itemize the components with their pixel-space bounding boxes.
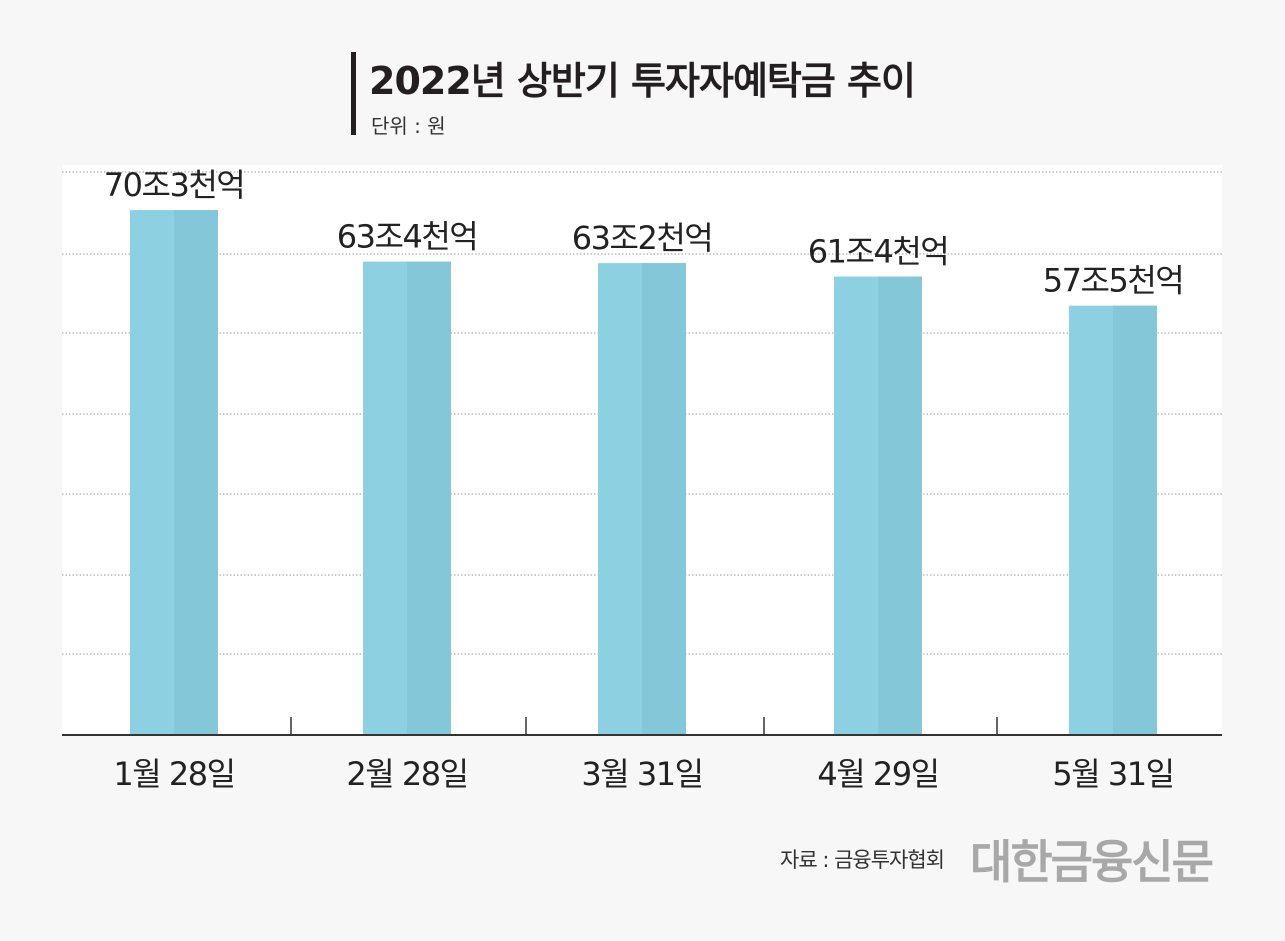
- bar-shade-1: [174, 210, 218, 736]
- bar-shade-4: [878, 276, 922, 735]
- source-label: 자료 : 금융투자협회: [780, 848, 945, 872]
- x-tick-label-1: 1월 28일: [113, 755, 234, 793]
- data-labels: 70조3천억 63조4천억 63조2천억 61조4천억 57조5천억: [104, 166, 1185, 300]
- bars: [130, 210, 1157, 736]
- bar-shade-3: [642, 263, 686, 735]
- x-tick-label-2: 2월 28일: [346, 755, 467, 793]
- title-accent-bar: [351, 52, 356, 135]
- publisher-logo: 대한금융신문: [970, 835, 1214, 889]
- data-label-1: 70조3천억: [104, 166, 244, 204]
- data-label-2: 63조4천억: [337, 218, 477, 256]
- x-axis: [62, 717, 1222, 736]
- data-label-5: 57조5천억: [1043, 262, 1183, 300]
- data-label-3: 63조2천억: [572, 219, 712, 257]
- x-tick-label-4: 4월 29일: [817, 755, 938, 793]
- x-tick-label-3: 3월 31일: [581, 755, 702, 793]
- chart-title: 2022년 상반기 투자자예탁금 추이: [369, 59, 916, 103]
- bar-shade-5: [1113, 305, 1157, 735]
- data-label-4: 61조4천억: [808, 233, 948, 271]
- x-tick-label-5: 5월 31일: [1052, 755, 1173, 793]
- unit-label: 단위 : 원: [371, 114, 446, 138]
- gridlines: [62, 171, 1222, 655]
- bar-shade-2: [407, 261, 451, 735]
- x-tick-labels: 1월 28일 2월 28일 3월 31일 4월 29일 5월 31일: [113, 755, 1175, 793]
